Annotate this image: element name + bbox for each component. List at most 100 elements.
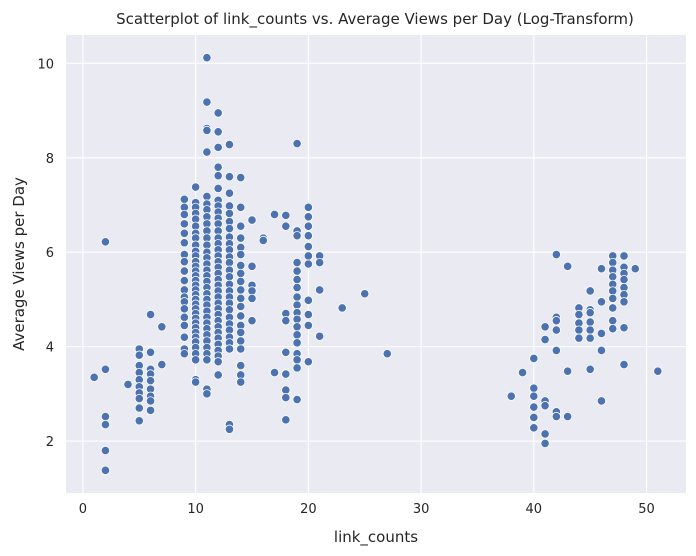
data-point <box>608 293 618 304</box>
data-point <box>574 309 584 320</box>
y-tick-label: 6 <box>46 246 54 261</box>
data-point <box>517 367 528 378</box>
data-point <box>213 108 223 118</box>
data-point <box>608 286 618 296</box>
data-point <box>292 338 302 348</box>
data-point <box>269 367 280 378</box>
data-point <box>224 139 235 150</box>
data-point <box>224 424 235 434</box>
data-point <box>179 312 189 322</box>
data-point <box>529 383 539 393</box>
data-point <box>303 202 313 212</box>
data-point <box>236 276 246 287</box>
data-point <box>303 320 313 330</box>
data-point <box>281 347 291 357</box>
y-tick-label: 2 <box>46 435 54 450</box>
data-point <box>585 333 595 343</box>
data-point <box>337 303 347 313</box>
data-point <box>202 125 212 135</box>
x-tick-label: 50 <box>638 502 655 517</box>
data-point <box>292 292 302 302</box>
data-point <box>236 301 246 312</box>
data-point <box>236 311 246 321</box>
x-tick-label: 10 <box>187 502 204 517</box>
data-point <box>529 412 539 423</box>
data-point <box>292 300 302 310</box>
data-point <box>236 233 246 243</box>
data-point <box>100 411 111 422</box>
data-point <box>281 393 291 403</box>
data-point <box>236 172 246 183</box>
data-point <box>100 445 111 456</box>
data-point <box>202 389 212 399</box>
data-point <box>315 285 325 295</box>
data-point <box>224 223 235 234</box>
data-point <box>608 272 618 282</box>
data-point <box>236 260 246 271</box>
y-tick-label: 4 <box>46 341 54 356</box>
data-point <box>247 286 257 296</box>
data-point <box>608 324 618 334</box>
data-point <box>292 314 302 324</box>
data-point <box>585 364 595 374</box>
data-point <box>563 411 573 422</box>
data-point <box>292 257 302 268</box>
data-point <box>585 286 595 296</box>
data-point <box>506 391 516 401</box>
data-point <box>551 411 561 422</box>
data-point <box>281 210 291 220</box>
data-point <box>551 316 561 326</box>
data-point <box>224 305 235 315</box>
data-point <box>213 171 223 181</box>
data-point <box>236 268 246 279</box>
grid-lines <box>66 35 686 493</box>
data-point <box>134 416 144 426</box>
data-point <box>145 396 156 406</box>
data-point <box>608 257 618 268</box>
data-point <box>540 401 550 411</box>
data-point <box>574 325 584 335</box>
data-point <box>619 297 629 307</box>
data-point <box>145 309 156 320</box>
data-point <box>563 261 573 271</box>
data-point <box>100 419 111 430</box>
data-point <box>585 317 595 327</box>
chart-title: Scatterplot of link_counts vs. Average V… <box>116 10 634 29</box>
data-point <box>281 316 291 326</box>
data-point <box>630 264 640 274</box>
data-point <box>213 183 223 194</box>
data-point <box>596 328 607 339</box>
data-point <box>653 366 663 376</box>
data-point <box>292 231 302 241</box>
plot-area <box>66 35 686 493</box>
data-point <box>100 237 111 247</box>
data-point <box>608 316 618 326</box>
y-tick-label: 8 <box>46 152 54 167</box>
data-point <box>529 402 539 412</box>
data-point <box>224 208 235 219</box>
data-point <box>608 303 618 313</box>
data-point <box>179 275 189 286</box>
data-point <box>303 295 313 305</box>
data-point <box>247 215 257 225</box>
data-point <box>269 209 280 220</box>
data-point <box>179 219 189 229</box>
data-point <box>236 377 246 387</box>
data-point <box>236 285 246 295</box>
data-point <box>303 221 313 231</box>
data-point <box>247 261 257 271</box>
data-point <box>292 330 302 340</box>
data-point <box>202 53 212 63</box>
y-tick-labels: 2 4 6 8 10 <box>37 57 54 450</box>
data-point <box>292 138 302 149</box>
data-point <box>134 393 144 404</box>
x-tick-label: 20 <box>300 502 317 517</box>
data-point <box>303 251 313 261</box>
data-point <box>213 162 223 172</box>
data-point <box>596 396 607 406</box>
data-point <box>596 297 607 307</box>
data-point <box>292 355 302 365</box>
data-point <box>179 320 189 330</box>
data-point <box>123 379 133 390</box>
data-point <box>382 349 392 359</box>
